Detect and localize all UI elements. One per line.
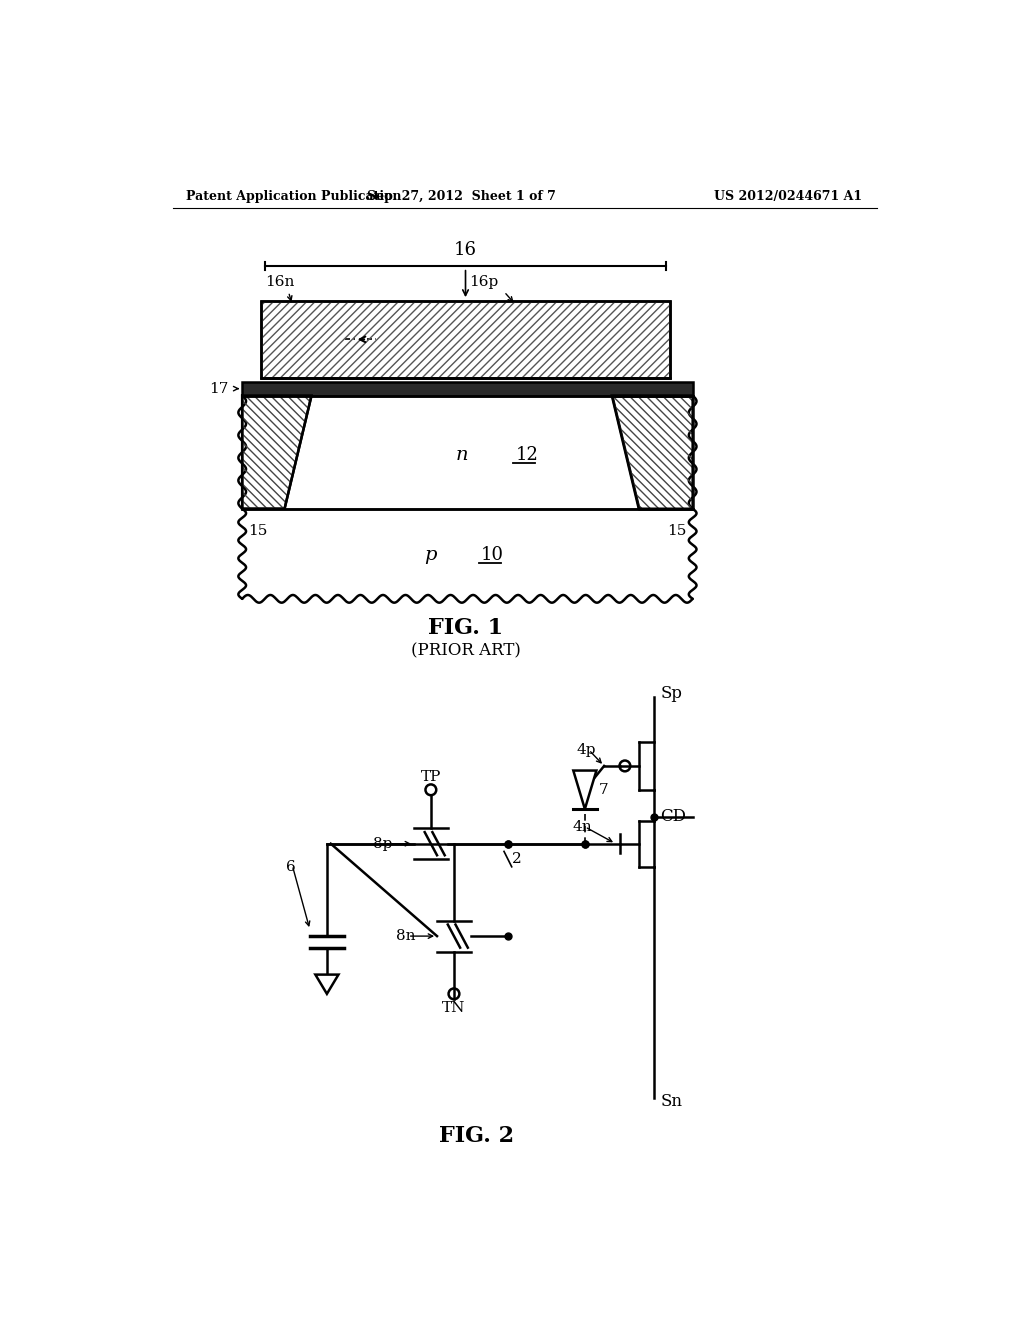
Text: (PRIOR ART): (PRIOR ART) — [411, 643, 520, 660]
Polygon shape — [261, 301, 670, 378]
Text: Sep. 27, 2012  Sheet 1 of 7: Sep. 27, 2012 Sheet 1 of 7 — [368, 190, 556, 203]
Text: Sp: Sp — [660, 685, 682, 702]
Text: 4n: 4n — [573, 820, 593, 834]
Text: TN: TN — [442, 1001, 466, 1015]
Text: TP: TP — [421, 770, 441, 784]
Polygon shape — [573, 771, 596, 809]
Text: FIG. 1: FIG. 1 — [428, 618, 503, 639]
Text: FIG. 2: FIG. 2 — [439, 1125, 515, 1147]
Text: 16n: 16n — [265, 276, 295, 289]
Text: 16: 16 — [454, 240, 477, 259]
Polygon shape — [611, 396, 692, 508]
Text: 4p: 4p — [577, 743, 596, 756]
Text: 2: 2 — [512, 853, 521, 866]
Text: CD: CD — [660, 808, 686, 825]
Text: p: p — [425, 546, 437, 564]
Text: n: n — [456, 446, 468, 463]
Text: Sn: Sn — [660, 1093, 682, 1110]
Polygon shape — [243, 396, 311, 508]
Text: 7: 7 — [599, 783, 608, 797]
Text: 12: 12 — [515, 446, 539, 463]
Polygon shape — [243, 396, 692, 508]
Text: 16p: 16p — [469, 276, 499, 289]
Text: 17: 17 — [209, 381, 228, 396]
Text: 15: 15 — [249, 524, 267, 539]
Text: 8p: 8p — [373, 837, 392, 850]
Text: 15: 15 — [667, 524, 686, 539]
Polygon shape — [243, 381, 692, 396]
Text: US 2012/0244671 A1: US 2012/0244671 A1 — [714, 190, 862, 203]
Text: 6: 6 — [287, 859, 296, 874]
Text: 10: 10 — [481, 546, 504, 564]
Text: Patent Application Publication: Patent Application Publication — [186, 190, 401, 203]
Text: 8n: 8n — [396, 929, 416, 942]
Polygon shape — [315, 974, 339, 994]
